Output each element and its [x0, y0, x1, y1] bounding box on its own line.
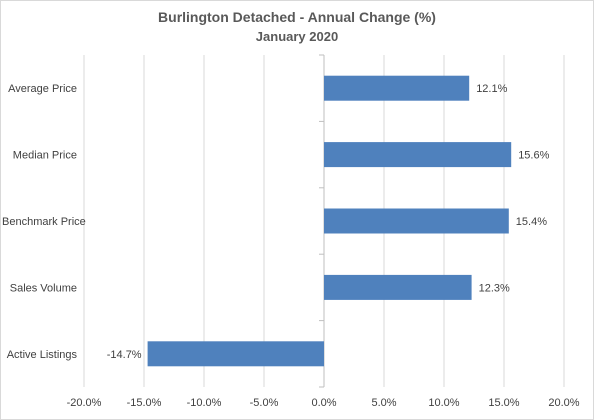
x-tick-label: 0.0%: [311, 397, 336, 409]
category-labels: Average Price Median Price Benchmark Price…: [2, 83, 86, 361]
data-label: -14.7%: [107, 349, 142, 361]
bar: [147, 341, 324, 367]
chart-subtitle: January 2020: [256, 29, 338, 44]
bar: [324, 75, 470, 101]
bar: [324, 274, 472, 300]
x-tick-label: -15.0%: [127, 397, 162, 409]
x-tick-label: 15.0%: [488, 397, 519, 409]
x-tick-label: 10.0%: [428, 397, 459, 409]
category-label: Average Price: [8, 83, 77, 95]
x-tick-label: -5.0%: [250, 397, 279, 409]
bars: [147, 75, 512, 367]
chart-title: Burlington Detached - Annual Change (%): [158, 9, 436, 25]
x-tick-label: -20.0%: [67, 397, 102, 409]
category-label: Active Listings: [7, 349, 78, 361]
bar: [324, 208, 509, 234]
category-label: Sales Volume: [10, 282, 77, 294]
data-label: 12.3%: [479, 282, 510, 294]
x-tick-label: -10.0%: [187, 397, 222, 409]
category-label: Benchmark Price: [2, 216, 86, 228]
x-tick-label: 5.0%: [371, 397, 396, 409]
data-labels: 12.1% 15.6% 15.4% 12.3% -14.7%: [107, 83, 550, 361]
x-tick-label: 20.0%: [548, 397, 579, 409]
category-label: Median Price: [13, 150, 77, 162]
data-label: 12.1%: [476, 83, 507, 95]
data-label: 15.6%: [518, 150, 549, 162]
x-axis-tick-labels: -20.0% -15.0% -10.0% -5.0% 0.0% 5.0% 10.0% 15.0…: [67, 397, 580, 409]
data-label: 15.4%: [516, 216, 547, 228]
bar: [324, 142, 512, 168]
